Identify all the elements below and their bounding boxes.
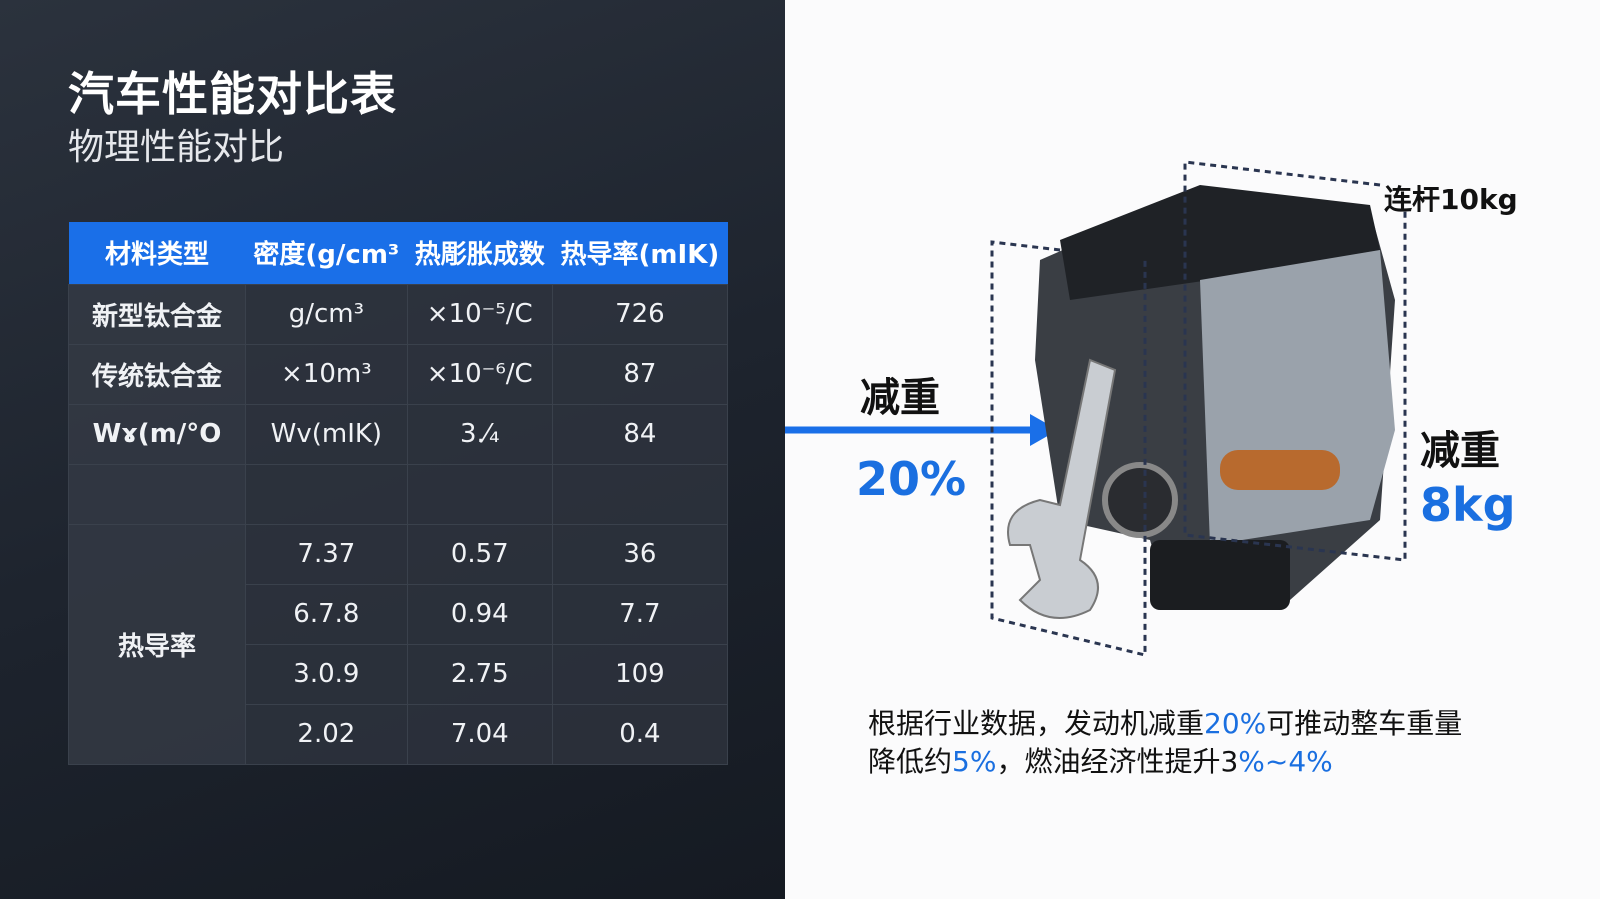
table-cell bbox=[245, 463, 408, 525]
table-cell: ×10m³ bbox=[245, 343, 408, 405]
page-title: 汽车性能对比表 bbox=[68, 67, 397, 121]
table-cell: g/cm³ bbox=[245, 283, 408, 345]
table-row: 6.7.8 0.94 7.7 bbox=[69, 583, 729, 645]
engine-image bbox=[1007, 185, 1395, 619]
table-cell: ×10⁻⁵/C bbox=[406, 283, 553, 345]
table-cell: 0.57 bbox=[406, 523, 553, 585]
table-row: 新型钛合金 g/cm³ ×10⁻⁵/C 726 bbox=[68, 283, 729, 345]
table-cell: 3.0.9 bbox=[245, 643, 408, 705]
table-row: Wɤ(m/°O Wv(mIK) 3.⁄₄ 84 bbox=[68, 403, 729, 465]
table-cell: 7.37 bbox=[245, 523, 408, 585]
header-cell: 热彫胀成数 bbox=[407, 222, 553, 284]
industry-note: 根据行业数据，发动机减重20%可推动整车重量 降低约5%，燃油经济性提升3%~4… bbox=[868, 705, 1462, 781]
table-row bbox=[68, 463, 729, 525]
note-highlight: 20% bbox=[1204, 707, 1267, 740]
table-cell bbox=[68, 463, 246, 525]
table-cell: 87 bbox=[551, 343, 729, 405]
table-cell: 7.7 bbox=[551, 583, 729, 645]
header-cell: 密度(g/cm³ bbox=[245, 222, 408, 284]
table-cell: Wv(mIK) bbox=[245, 403, 408, 465]
table-cell: 7.04 bbox=[406, 703, 553, 765]
table-cell bbox=[551, 463, 729, 525]
table-cell: 36 bbox=[551, 523, 729, 585]
weight-reduction-label-right: 减重 bbox=[1420, 428, 1500, 474]
table-cell: 2.02 bbox=[245, 703, 408, 765]
table-cell: 新型钛合金 bbox=[68, 283, 246, 345]
table-row: 2.02 7.04 0.4 bbox=[69, 703, 729, 765]
arrow-head-icon bbox=[1030, 414, 1058, 446]
table-cell: 726 bbox=[551, 283, 729, 345]
weight-reduction-percent: 20% bbox=[856, 452, 967, 506]
note-highlight: %~4% bbox=[1238, 745, 1333, 778]
table-cell: 0.4 bbox=[551, 703, 729, 765]
table-cell: 传统钛合金 bbox=[68, 343, 246, 405]
header-cell: 热导率(mIK) bbox=[552, 222, 728, 284]
table-row: 热导率 7.37 0.57 36 bbox=[68, 523, 729, 765]
left-panel: 汽车性能对比表 物理性能对比 材料类型 密度(g/cm³ 热彫胀成数 热导率(m… bbox=[0, 0, 785, 899]
table-cell: 3.⁄₄ bbox=[406, 403, 553, 465]
group-label-cell: 热导率 bbox=[68, 523, 246, 765]
note-text: 根据行业数据，发动机减重 bbox=[868, 707, 1205, 740]
table-cell: 6.7.8 bbox=[245, 583, 408, 645]
note-text: ，燃油经济性提升3 bbox=[996, 745, 1239, 778]
table-cell: 109 bbox=[551, 643, 729, 705]
note-highlight: 5% bbox=[952, 745, 997, 778]
header-cell: 材料类型 bbox=[68, 222, 246, 284]
table-cell: 0.94 bbox=[406, 583, 553, 645]
table-cell: ×10⁻⁶/C bbox=[406, 343, 553, 405]
connecting-rod-label: 连杆10kg bbox=[1384, 183, 1518, 216]
table-row: 传统钛合金 ×10m³ ×10⁻⁶/C 87 bbox=[68, 343, 729, 405]
comparison-table: 材料类型 密度(g/cm³ 热彫胀成数 热导率(mIK) 新型钛合金 g/cm³ ×… bbox=[68, 222, 729, 765]
page-subtitle: 物理性能对比 bbox=[68, 127, 285, 168]
note-text: 可推动整车重量 bbox=[1266, 707, 1463, 740]
table-cell: 84 bbox=[551, 403, 729, 465]
weight-reduction-label: 减重 bbox=[860, 375, 940, 421]
weight-reduction-kg: 8kg bbox=[1420, 478, 1516, 532]
note-text: 降低约 bbox=[868, 745, 953, 778]
